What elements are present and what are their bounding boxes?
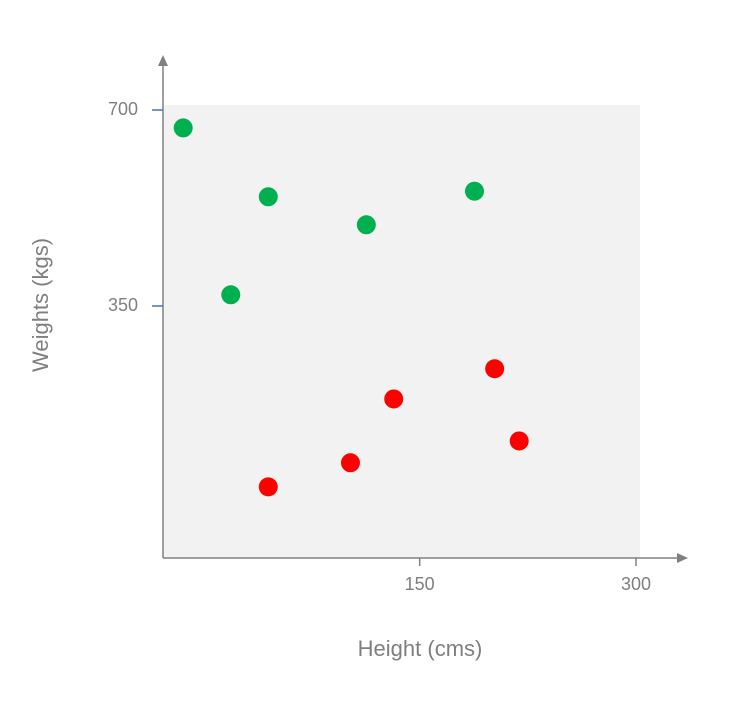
point: [384, 389, 404, 409]
point: [173, 118, 193, 138]
point: [258, 477, 278, 497]
point: [464, 181, 484, 201]
y-tick-label: 350: [108, 295, 138, 315]
y-axis-arrow: [158, 55, 168, 66]
point: [485, 359, 505, 379]
point: [509, 431, 529, 451]
y-tick-label: 700: [108, 99, 138, 119]
x-tick-label: 300: [621, 574, 651, 594]
y-axis-label: Weights (kgs): [28, 238, 53, 372]
point: [258, 187, 278, 207]
x-tick-label: 150: [405, 574, 435, 594]
plot-area: [163, 105, 640, 558]
x-axis-label: Height (cms): [358, 636, 483, 661]
x-axis-arrow: [677, 553, 688, 563]
point: [340, 453, 360, 473]
point: [356, 215, 376, 235]
point: [221, 285, 241, 305]
